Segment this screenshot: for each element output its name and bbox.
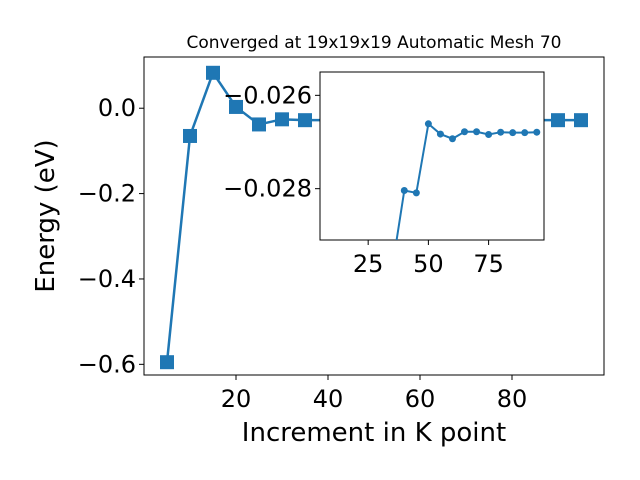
main-data-point <box>160 355 174 370</box>
inset-data-point <box>533 128 541 136</box>
inset-x-tick-label: 50 <box>413 250 444 278</box>
main-data-point <box>275 112 289 127</box>
main-data-point <box>206 65 220 80</box>
main-x-tick-label: 40 <box>313 385 344 413</box>
x-axis-label: Increment in K point <box>242 418 506 448</box>
main-data-point <box>298 113 312 128</box>
inset-plot-frame <box>319 71 545 241</box>
inset-x-tick-label: 25 <box>353 250 384 278</box>
inset-data-point <box>412 189 420 197</box>
inset-x-tick-label: 75 <box>473 250 504 278</box>
inset-data-point <box>424 120 432 128</box>
inset-data-point <box>497 128 505 136</box>
y-axis-label: Energy (eV) <box>31 139 61 292</box>
main-x-tick-label: 20 <box>221 385 252 413</box>
inset-data-point <box>521 129 529 137</box>
chart-title: Converged at 19x19x19 Automatic Mesh 70 <box>187 33 562 53</box>
main-y-tick-label: 0.0 <box>98 94 136 122</box>
main-x-tick-label: 80 <box>497 385 528 413</box>
main-data-point <box>551 113 565 128</box>
inset-data-point <box>473 128 481 136</box>
inset-data-point <box>400 187 408 195</box>
main-data-point <box>574 113 588 128</box>
main-data-point <box>183 128 197 143</box>
inset-data-point <box>448 135 456 143</box>
inset-data-point <box>436 130 444 138</box>
inset-y-tick-label: −0.026 <box>223 81 312 109</box>
inset-data-point <box>485 131 493 139</box>
main-y-tick-label: −0.6 <box>78 350 136 378</box>
main-y-tick-label: −0.2 <box>78 180 136 208</box>
main-data-point <box>252 117 266 132</box>
inset-data-point <box>509 129 517 137</box>
main-x-tick-label: 60 <box>405 385 436 413</box>
inset-y-tick-label: −0.028 <box>223 175 312 203</box>
main-y-tick-label: −0.4 <box>78 265 136 293</box>
main-data-point <box>229 99 243 114</box>
inset-data-point <box>461 128 469 136</box>
